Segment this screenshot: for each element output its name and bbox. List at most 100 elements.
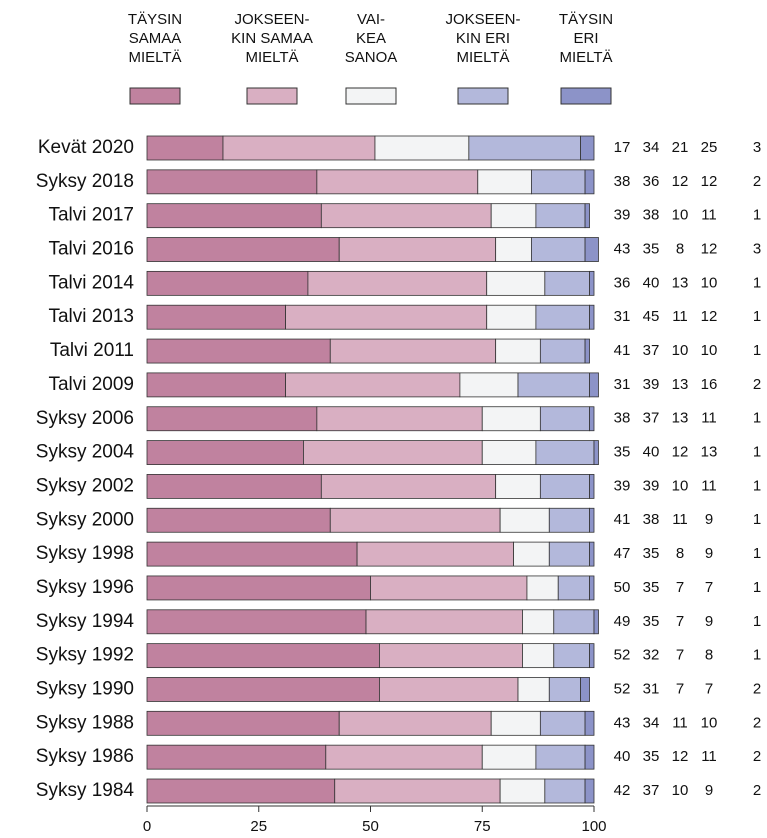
bar-segment xyxy=(544,778,586,804)
value-label: 9 xyxy=(705,545,713,562)
category-label: Syksy 1984 xyxy=(36,780,135,801)
value-label: 50 xyxy=(614,579,631,596)
value-label: 40 xyxy=(643,274,660,291)
category-label: Syksy 2002 xyxy=(36,475,134,496)
value-label: 10 xyxy=(701,274,718,291)
value-label: 31 xyxy=(614,308,631,325)
bar-segment xyxy=(539,406,590,432)
value-label: 7 xyxy=(705,579,713,596)
bar-segment xyxy=(481,406,541,432)
value-label: 35 xyxy=(643,545,660,562)
value-label: 31 xyxy=(614,376,631,393)
value-label: 2 xyxy=(753,376,761,393)
bar-segment xyxy=(589,406,595,432)
value-label: 52 xyxy=(614,680,631,697)
bar-segment xyxy=(584,237,599,262)
bar-segment xyxy=(307,270,488,296)
value-label: 10 xyxy=(672,782,689,799)
bar-segment xyxy=(584,203,590,229)
value-label: 3 xyxy=(753,139,761,156)
value-label: 38 xyxy=(614,410,631,427)
value-label: 49 xyxy=(614,613,631,630)
bar-segment xyxy=(146,237,340,262)
category-label: Talvi 2011 xyxy=(50,340,134,361)
value-label: 12 xyxy=(672,444,689,461)
bar-segment xyxy=(338,710,492,736)
value-label: 10 xyxy=(701,342,718,359)
bar-segment xyxy=(459,372,519,398)
value-label: 9 xyxy=(705,782,713,799)
x-tick-label: 25 xyxy=(250,818,267,835)
value-label: 2 xyxy=(753,714,761,731)
value-label: 1 xyxy=(753,545,761,562)
value-label: 35 xyxy=(643,579,660,596)
value-label: 9 xyxy=(705,613,713,630)
x-tick-label: 100 xyxy=(581,818,606,835)
bar-segment xyxy=(499,507,550,533)
bar-segment xyxy=(374,135,470,161)
value-label: 38 xyxy=(643,511,660,528)
value-label: 41 xyxy=(614,511,631,528)
value-label: 52 xyxy=(614,647,631,664)
value-label: 37 xyxy=(643,410,660,427)
value-label: 11 xyxy=(701,477,717,494)
legend-swatch xyxy=(345,87,397,105)
bar-segment xyxy=(548,507,590,533)
bar-segment xyxy=(584,710,595,736)
bar-segment xyxy=(535,203,586,229)
value-label: 7 xyxy=(676,613,684,630)
value-label: 9 xyxy=(705,511,713,528)
bar-segment xyxy=(490,203,537,229)
value-label: 8 xyxy=(676,545,684,562)
value-label: 34 xyxy=(643,139,660,156)
bar-segment xyxy=(522,609,555,635)
category-label: Syksy 2000 xyxy=(36,509,134,530)
legend-swatch xyxy=(246,87,298,105)
value-label: 17 xyxy=(614,139,631,156)
bar-segment xyxy=(584,744,595,770)
bar-segment xyxy=(481,440,537,465)
value-label: 25 xyxy=(701,139,718,156)
value-label: 39 xyxy=(643,477,660,494)
bar-segment xyxy=(553,643,590,669)
value-label: 10 xyxy=(672,477,689,494)
bar-segment xyxy=(589,575,595,601)
bar-segment xyxy=(481,744,537,770)
bar-segment xyxy=(146,778,336,804)
value-label: 37 xyxy=(643,782,660,799)
value-label: 7 xyxy=(676,680,684,697)
value-label: 16 xyxy=(701,376,718,393)
category-label: Syksy 2004 xyxy=(36,442,135,463)
bar-segment xyxy=(539,338,586,364)
value-label: 1 xyxy=(753,444,761,461)
bar-segment xyxy=(589,507,595,533)
value-label: 45 xyxy=(643,308,660,325)
value-label: 1 xyxy=(753,511,761,528)
value-label: 1 xyxy=(753,647,761,664)
category-label: Kevät 2020 xyxy=(38,137,134,158)
category-label: Syksy 1994 xyxy=(36,611,135,632)
value-label: 11 xyxy=(701,207,717,224)
bar-segment xyxy=(303,440,483,465)
bar-segment xyxy=(495,338,541,364)
bar-segment xyxy=(379,677,519,702)
bar-segment xyxy=(316,406,483,432)
bar-segment xyxy=(320,474,497,499)
value-label: 39 xyxy=(614,207,631,224)
x-tick-label: 0 xyxy=(143,818,151,835)
bar-segment xyxy=(285,304,488,330)
value-label: 47 xyxy=(614,545,631,562)
bar-segment xyxy=(146,338,331,364)
bar-segment xyxy=(285,372,461,398)
value-label: 38 xyxy=(614,173,631,190)
bar-segment xyxy=(486,304,537,330)
bar-segment xyxy=(146,609,367,635)
bar-segment xyxy=(553,609,595,635)
bar-segment xyxy=(589,372,599,398)
value-label: 12 xyxy=(672,748,689,765)
value-label: 11 xyxy=(701,410,717,427)
value-label: 11 xyxy=(701,748,717,765)
bar-segment xyxy=(539,474,590,499)
legend-swatch xyxy=(129,87,181,105)
